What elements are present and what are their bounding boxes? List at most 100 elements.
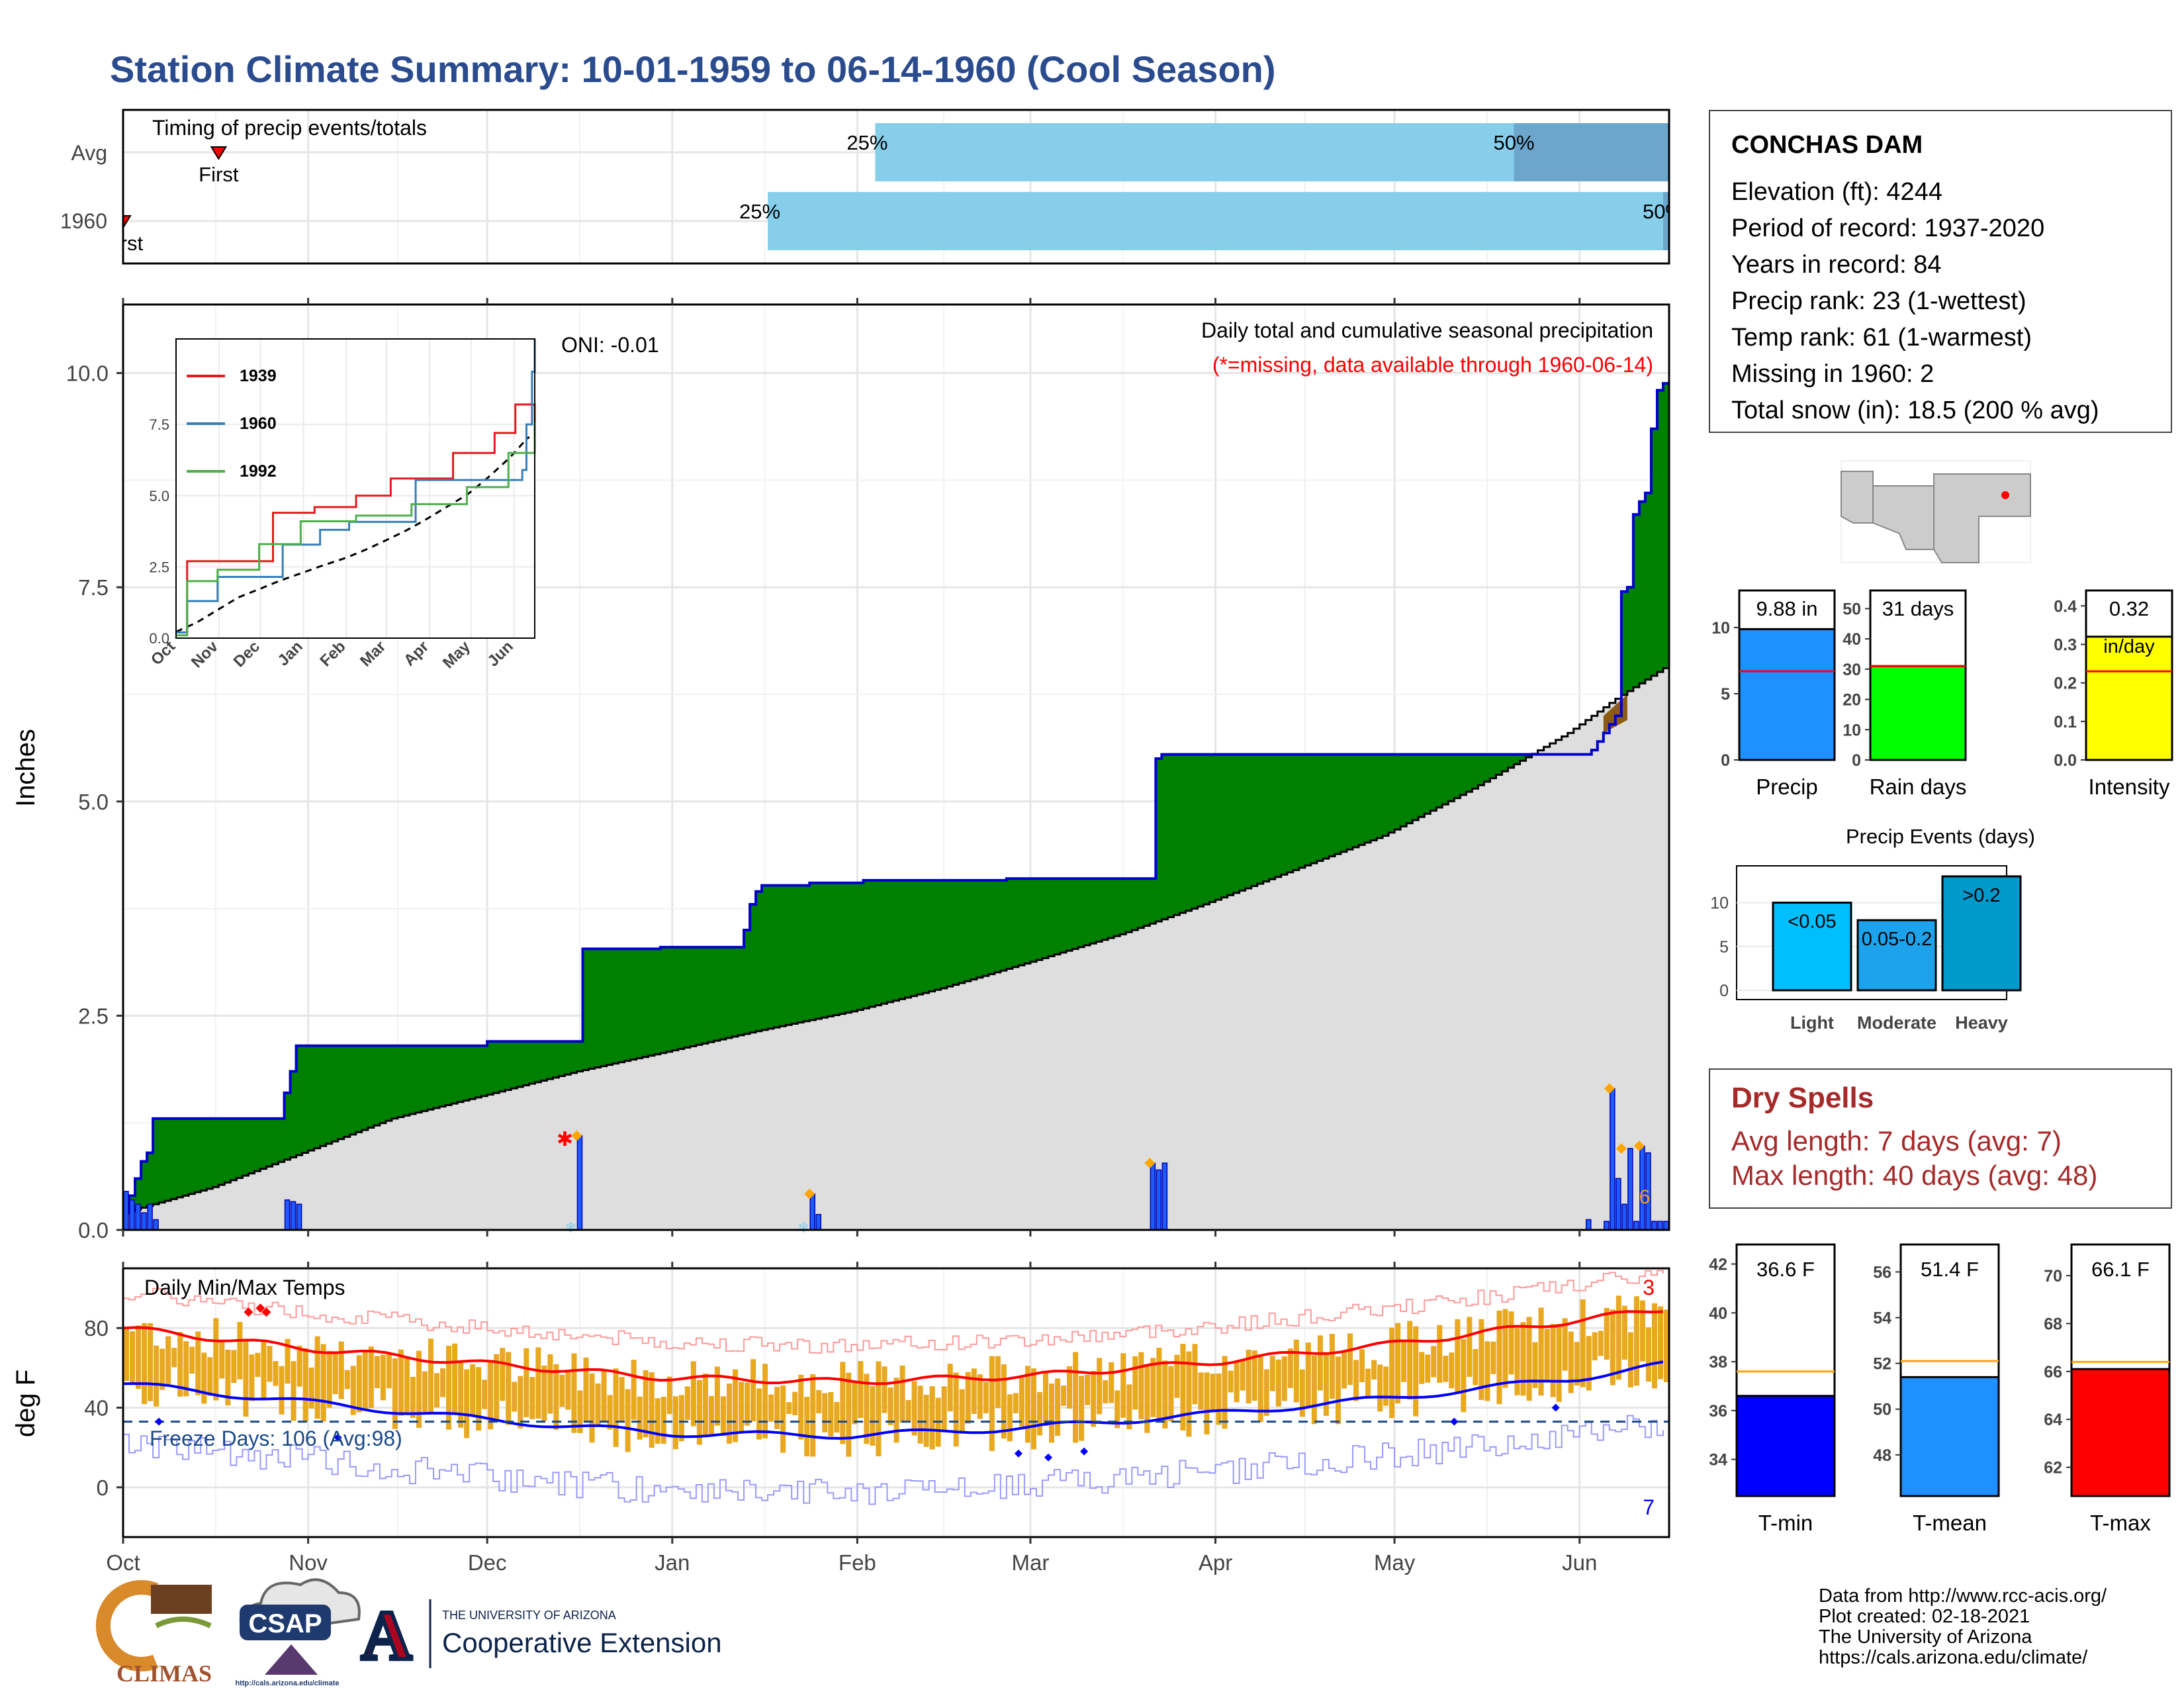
daily-temp-bar <box>1592 1332 1598 1361</box>
daily-temp-bar <box>1144 1364 1150 1433</box>
inset-average-line <box>175 436 530 633</box>
daily-temp-bar <box>768 1394 774 1422</box>
tmin-bar <box>1735 1395 1836 1497</box>
events-bar-heavy <box>1941 875 2022 992</box>
timing-panel: 25%50%75%FirstLast25%50%75%FirstLast Tim… <box>60 109 1684 265</box>
timing-row-1960-label: 1960 <box>60 209 107 233</box>
first-event-marker <box>210 146 228 160</box>
daily-temp-bar <box>261 1339 267 1401</box>
daily-temp-bar <box>1538 1307 1544 1396</box>
daily-temp-bar <box>1556 1324 1562 1402</box>
daily-temp-bar <box>565 1372 571 1410</box>
station-precip-rank: Precip rank: 23 (1-wettest) <box>1731 287 2026 315</box>
daily-temp-bar <box>1484 1341 1490 1401</box>
intensity-tick-label: 0.1 <box>2054 713 2077 731</box>
daily-temp-bar <box>518 1376 523 1429</box>
daily-temp-bar <box>1150 1358 1156 1417</box>
daily-temp-bar <box>1305 1342 1311 1407</box>
temp-y-axis-label: deg F <box>11 1370 40 1437</box>
precip-event-marker <box>1604 1083 1615 1094</box>
timing-bar-25-50 <box>768 192 1663 250</box>
daily-temp-bar <box>792 1391 798 1415</box>
intensity-label: Intensity <box>2089 774 2170 799</box>
daily-temp-bar <box>911 1381 917 1436</box>
daily-temp-bar <box>320 1344 326 1422</box>
month-tick-label: Apr <box>1199 1550 1232 1575</box>
daily-temp-bar <box>1437 1325 1443 1383</box>
temp-y-tick-label: 80 <box>84 1316 109 1340</box>
inset-y-tick-label: 7.5 <box>149 416 169 433</box>
missing-note: (*=missing, data available through 1960-… <box>1212 353 1653 377</box>
precip-y-tick-label: 7.5 <box>78 575 109 600</box>
daily-temp-bar <box>458 1362 464 1428</box>
intensity-value-label: 0.32 <box>2109 597 2149 620</box>
daily-temp-bar <box>1168 1366 1174 1421</box>
station-elevation: Elevation (ft): 4244 <box>1731 178 1942 206</box>
daily-temp-bar <box>1371 1360 1377 1380</box>
record-max-line <box>123 1270 1664 1354</box>
daily-temp-bar <box>1335 1356 1341 1425</box>
daily-temp-bar <box>1449 1352 1455 1389</box>
station-total-snow: Total snow (in): 18.5 (200 % avg) <box>1731 397 2099 424</box>
daily-temp-bar <box>690 1361 696 1427</box>
daily-temp-bar <box>1251 1350 1257 1401</box>
daily-temp-bar <box>816 1389 822 1414</box>
daily-temp-bar <box>494 1354 500 1421</box>
ua-block-a-icon: A <box>361 1597 412 1674</box>
daily-temp-bar <box>326 1350 332 1408</box>
tmax-tick-label: 66 <box>2044 1363 2062 1382</box>
daily-temp-bar <box>392 1358 398 1429</box>
record-high-marker <box>244 1307 253 1317</box>
daily-temp-bar <box>428 1338 434 1413</box>
ua-logo-line1: THE UNIVERSITY OF ARIZONA <box>442 1609 616 1622</box>
month-tick-label: Oct <box>106 1550 140 1575</box>
precip-corner-count: 6 <box>1639 1186 1651 1208</box>
daily-temp-bar <box>195 1331 201 1395</box>
daily-temp-bar <box>762 1364 768 1438</box>
daily-temp-bar <box>1055 1378 1061 1436</box>
daily-temp-bar <box>941 1386 947 1431</box>
daily-temp-bar <box>1311 1355 1317 1425</box>
daily-temp-bar <box>870 1385 876 1446</box>
daily-temp-bar <box>893 1378 899 1443</box>
daily-temp-bar <box>1126 1384 1132 1430</box>
daily-temp-bar <box>410 1376 416 1418</box>
tmean-tick-label: 56 <box>1873 1263 1891 1282</box>
daily-temp-bar <box>1246 1349 1251 1404</box>
timing-pct50-label: 50% <box>1643 200 1684 223</box>
daily-temp-bar <box>124 1328 130 1382</box>
events-bar-light <box>1772 902 1852 992</box>
timing-bar-25-50 <box>875 123 1514 181</box>
precip-y-tick-label: 0.0 <box>78 1218 109 1243</box>
daily-temp-bar <box>142 1323 148 1405</box>
daily-temp-bar <box>1042 1372 1048 1427</box>
tmean-value-label: 51.4 F <box>1921 1258 1979 1281</box>
daily-temp-bar <box>1520 1322 1526 1396</box>
timing-bar-50-75 <box>1662 192 1669 250</box>
precip-legend-title: Daily total and cumulative seasonal prec… <box>1201 318 1653 342</box>
daily-temp-bar <box>446 1346 452 1430</box>
tmin-tick-label: 42 <box>1709 1256 1727 1274</box>
daily-temp-bar <box>130 1331 136 1384</box>
daily-precip-bar <box>1156 1169 1162 1231</box>
daily-temp-bar <box>1036 1391 1042 1436</box>
daily-temp-bar <box>571 1353 577 1433</box>
daily-temp-bar <box>1353 1360 1359 1401</box>
precip-y-tick-label: 5.0 <box>78 790 109 814</box>
daily-temp-bar <box>1001 1364 1007 1439</box>
month-tick-label: Mar <box>1012 1550 1050 1575</box>
station-location-dot <box>2001 491 2009 499</box>
daily-temp-bar <box>756 1388 762 1440</box>
daily-temp-bar <box>482 1380 488 1409</box>
above-average-area <box>123 383 1669 1213</box>
rain_days-tick-label: 40 <box>1843 630 1861 649</box>
daily-temp-bar <box>1461 1338 1467 1413</box>
daily-temp-bar <box>207 1357 213 1396</box>
precip-tick-label: 5 <box>1721 685 1730 704</box>
events-bar-moderate <box>1856 919 1937 992</box>
precip-event-marker <box>1633 1141 1645 1152</box>
daily-precip-bar <box>290 1201 296 1231</box>
daily-temp-bar <box>1586 1336 1592 1391</box>
average-cumulative-line <box>123 664 1670 1214</box>
